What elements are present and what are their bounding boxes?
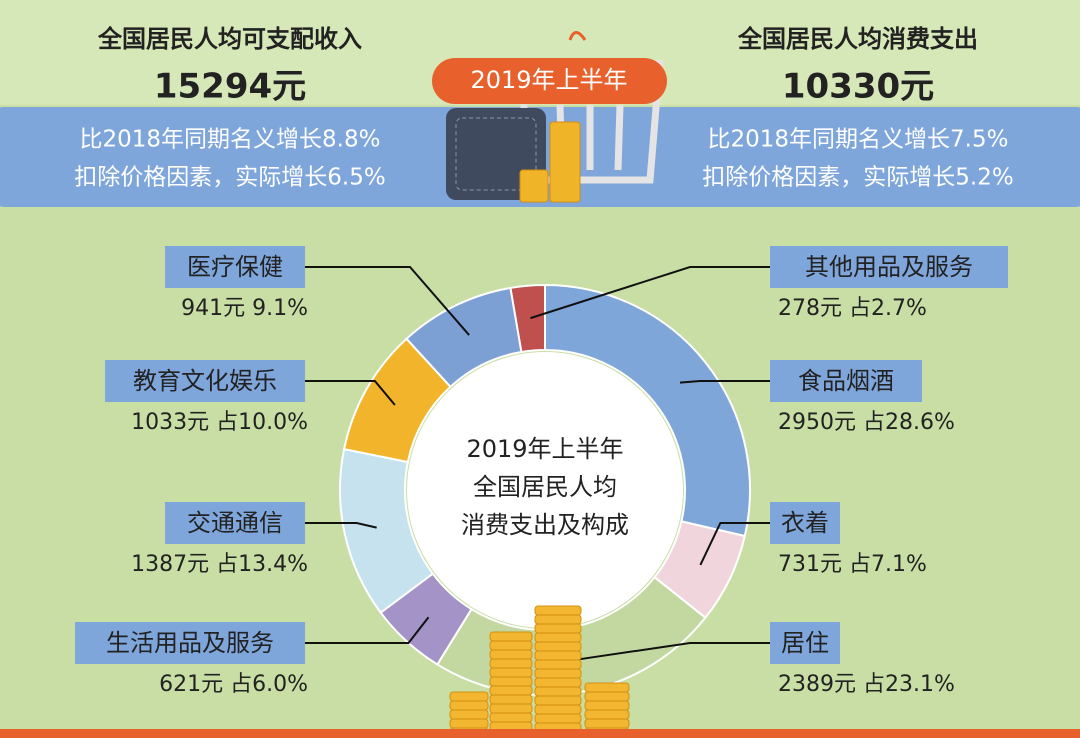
coin	[534, 650, 582, 661]
coin	[534, 605, 582, 616]
center-label: 消费支出及构成	[461, 511, 629, 539]
category-label: 生活用品及服务	[106, 629, 274, 657]
bottom-stripe	[0, 729, 1080, 738]
spending-note: 扣除价格因素，实际增长5.2%	[702, 165, 1013, 191]
wallet-stitch	[455, 117, 537, 191]
coin	[584, 682, 630, 693]
category-box	[770, 360, 922, 402]
leader-line	[530, 266, 770, 320]
value-label: 1387元 占13.4%	[131, 552, 308, 577]
coin	[534, 686, 582, 697]
coin	[534, 614, 582, 625]
coin	[489, 712, 533, 723]
leader-line	[699, 522, 770, 566]
value-label: 731元 占7.1%	[778, 552, 927, 577]
income-value: 15294元	[154, 67, 306, 107]
coin	[534, 668, 582, 679]
coin	[534, 677, 582, 688]
coin	[489, 658, 533, 669]
badge	[432, 58, 667, 104]
category-box	[165, 502, 305, 544]
spending-note: 比2018年同期名义增长7.5%	[708, 127, 1009, 153]
category-box	[770, 502, 840, 544]
category-box	[105, 360, 305, 402]
category-label: 居住	[781, 629, 829, 657]
coin	[449, 718, 489, 729]
income-note: 比2018年同期名义增长8.8%	[80, 127, 381, 153]
category-label: 食品烟酒	[798, 367, 894, 395]
center-label: 2019年上半年	[466, 435, 623, 463]
leader-line	[679, 380, 770, 384]
coins-top	[519, 121, 581, 203]
coin	[534, 659, 582, 670]
coin	[489, 694, 533, 705]
category-label: 交通通信	[187, 509, 283, 537]
income-title: 全国居民人均可支配收入	[97, 25, 362, 53]
category-box	[770, 622, 840, 664]
leader-line	[305, 266, 470, 336]
coin	[534, 623, 582, 634]
coin	[534, 632, 582, 643]
value-label: 941元 9.1%	[181, 296, 308, 321]
category-label: 其他用品及服务	[805, 253, 973, 281]
value-label: 2389元 占23.1%	[778, 672, 955, 697]
donut-hole	[407, 352, 683, 628]
spending-title: 全国居民人均消费支出	[737, 25, 978, 53]
spending-value: 10330元	[782, 67, 934, 107]
value-label: 2950元 占28.6%	[778, 410, 955, 435]
value-label: 278元 占2.7%	[778, 296, 927, 321]
coin	[489, 667, 533, 678]
slice	[544, 283, 751, 538]
category-label: 教育文化娱乐	[133, 367, 277, 395]
coin	[534, 704, 582, 715]
coin	[449, 700, 489, 711]
coin	[489, 676, 533, 687]
coins-bottom	[449, 605, 630, 738]
center-label: 全国居民人均	[473, 473, 617, 501]
coin	[584, 700, 630, 711]
coin	[489, 685, 533, 696]
leader-line	[305, 616, 430, 644]
slice	[405, 286, 523, 389]
coin	[534, 695, 582, 706]
coin	[584, 718, 630, 729]
coin	[534, 641, 582, 652]
coin	[584, 709, 630, 720]
category-box	[75, 622, 305, 664]
coin	[534, 713, 582, 724]
coin	[489, 649, 533, 660]
value-label: 1033元 占10.0%	[131, 410, 308, 435]
coin	[449, 709, 489, 720]
coin	[489, 631, 533, 642]
coin	[584, 691, 630, 702]
coin	[489, 640, 533, 651]
leader-line	[305, 380, 396, 406]
leader-line	[574, 642, 770, 661]
value-label: 621元 占6.0%	[159, 672, 308, 697]
category-label: 衣着	[781, 509, 829, 537]
coin	[449, 691, 489, 702]
leader-line	[305, 522, 377, 529]
category-box	[165, 246, 305, 288]
badge-text: 2019年上半年	[470, 66, 627, 94]
coin	[489, 703, 533, 714]
income-note: 扣除价格因素，实际增长6.5%	[74, 165, 385, 191]
category-label: 医疗保健	[187, 253, 283, 281]
category-box	[770, 246, 1008, 288]
